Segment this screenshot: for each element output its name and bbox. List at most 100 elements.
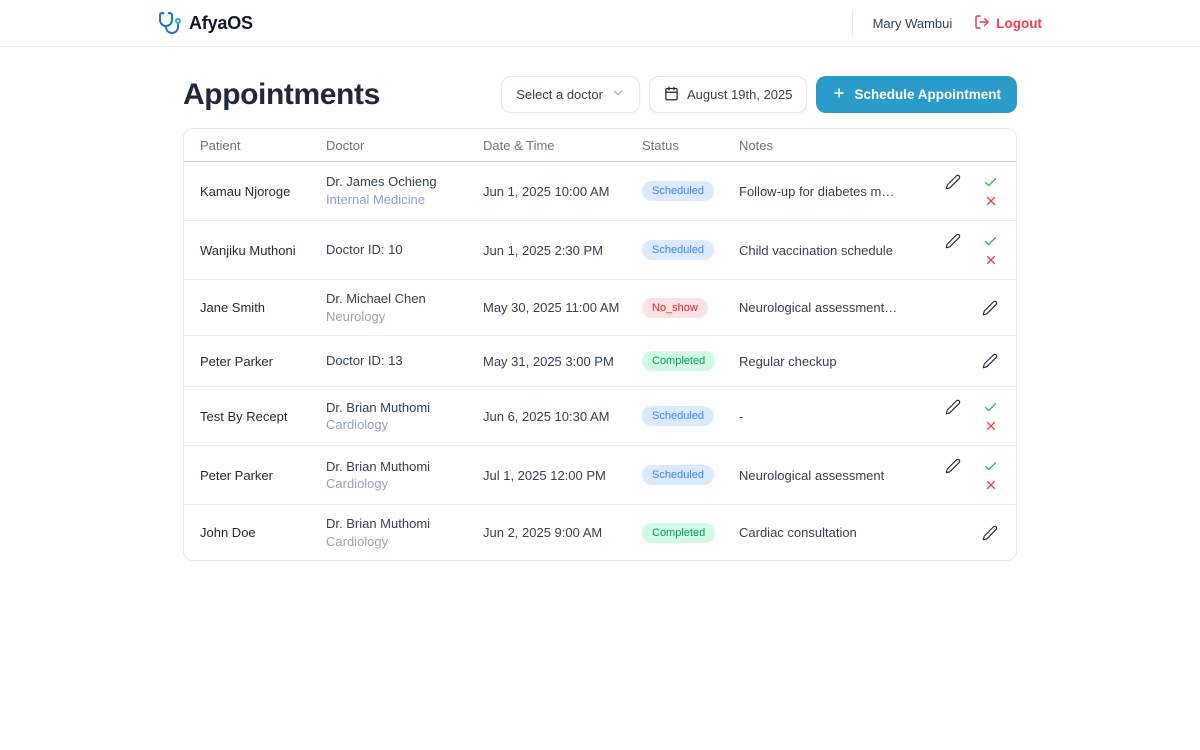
status-badge: Completed	[642, 351, 716, 372]
app-title: AfyaOS	[189, 12, 253, 33]
doctor-specialty: Cardiology	[326, 476, 389, 492]
table-header-row: Patient Doctor Date & Time Status Notes	[184, 129, 1016, 162]
edit-button[interactable]	[943, 456, 963, 476]
table-row: Peter Parker Doctor ID: 13 May 31, 2025 …	[184, 335, 1016, 388]
x-icon	[984, 255, 998, 270]
appointment-datetime: Jun 1, 2025 2:30 PM	[475, 220, 634, 280]
patient-name: Jane Smith	[184, 279, 318, 337]
appointment-notes: Neurological assessment	[731, 445, 908, 506]
appointment-datetime: Jul 1, 2025 12:00 PM	[475, 445, 634, 506]
logout-label: Logout	[996, 15, 1042, 31]
appointment-datetime: Jun 1, 2025 10:00 AM	[475, 161, 634, 221]
user-name: Mary Wambui	[872, 15, 953, 31]
calendar-icon	[664, 86, 679, 104]
patient-name: Peter Parker	[184, 335, 318, 388]
patient-name: Peter Parker	[184, 445, 318, 506]
check-icon	[983, 236, 998, 252]
check-icon	[983, 461, 998, 477]
cancel-button[interactable]	[982, 192, 1000, 210]
brand: AfyaOS	[158, 11, 253, 35]
column-header-status: Status	[634, 129, 731, 162]
appointment-notes: Neurological assessment - Pat...	[731, 279, 908, 337]
doctor-name: Dr. Michael Chen	[326, 291, 426, 306]
patient-name: Wanjiku Muthoni	[184, 220, 318, 280]
table-row: John Doe Dr. Brian Muthomi Cardiology Ju…	[184, 505, 1016, 561]
status-badge: Scheduled	[642, 465, 714, 486]
doctor-name: Dr. James Ochieng	[326, 174, 437, 190]
stethoscope-icon	[158, 11, 182, 35]
column-header-notes: Notes	[731, 129, 908, 162]
x-icon	[984, 421, 998, 436]
appointments-table-card: Patient Doctor Date & Time Status Notes …	[183, 128, 1017, 562]
status-badge: Scheduled	[642, 406, 714, 427]
schedule-appointment-button[interactable]: Schedule Appointment	[816, 76, 1017, 113]
main-content: Appointments Select a doctor August 19th…	[183, 47, 1017, 562]
x-icon	[984, 480, 998, 495]
plus-icon	[832, 86, 846, 103]
pencil-icon	[945, 174, 961, 193]
header-divider	[851, 11, 853, 35]
date-picker[interactable]: August 19th, 2025	[648, 76, 808, 113]
edit-button[interactable]	[943, 397, 963, 417]
cancel-button[interactable]	[982, 417, 1000, 435]
doctor-specialty: Neurology	[326, 308, 386, 324]
confirm-button[interactable]	[981, 173, 1000, 192]
doctor-select[interactable]: Select a doctor	[501, 76, 640, 113]
patient-name: John Doe	[200, 525, 256, 541]
x-icon	[984, 196, 998, 211]
doctor-name: Doctor ID: 13	[326, 353, 403, 369]
logout-button[interactable]: Logout	[974, 14, 1042, 33]
status-badge: Scheduled	[642, 181, 714, 201]
doctor-name: Dr. Brian Muthomi	[326, 516, 431, 532]
doctor-specialty: Cardiology	[326, 417, 389, 433]
patient-name: Kamau Njoroge	[184, 161, 318, 221]
doctor-name: Dr. Brian Muthomi	[326, 399, 431, 415]
appointment-datetime: Jun 6, 2025 10:30 AM	[475, 386, 634, 447]
appointment-notes: Follow-up for diabetes manag...	[731, 161, 908, 221]
check-icon	[983, 177, 998, 193]
confirm-button[interactable]	[981, 398, 1000, 417]
column-header-patient: Patient	[184, 129, 318, 162]
doctor-specialty: Cardiology	[326, 533, 389, 549]
pencil-icon	[982, 300, 998, 319]
column-header-doctor: Doctor	[318, 129, 475, 162]
check-icon	[983, 402, 998, 418]
cancel-button[interactable]	[982, 476, 1000, 494]
table-row: Test By Recept Dr. Brian Muthomi Cardiol…	[184, 386, 1016, 447]
edit-button[interactable]	[980, 523, 1000, 543]
appointments-table: Patient Doctor Date & Time Status Notes …	[184, 129, 1016, 561]
confirm-button[interactable]	[981, 232, 1000, 251]
patient-name: Test By Recept	[184, 386, 318, 447]
edit-button[interactable]	[980, 351, 1000, 371]
edit-button[interactable]	[943, 231, 963, 251]
appointment-datetime: May 30, 2025 11:00 AM	[475, 279, 634, 337]
confirm-button[interactable]	[981, 457, 1000, 476]
pencil-icon	[945, 233, 961, 252]
appointment-datetime: May 31, 2025 3:00 PM	[475, 335, 634, 388]
page-title: Appointments	[183, 77, 380, 111]
status-badge: No_show	[642, 297, 708, 318]
table-row: Peter Parker Dr. Brian Muthomi Cardiolog…	[184, 445, 1016, 506]
appointment-datetime: Jun 2, 2025 9:00 AM	[483, 525, 603, 541]
schedule-appointment-label: Schedule Appointment	[854, 87, 1001, 102]
table-row: Jane Smith Dr. Michael Chen Neurology Ma…	[184, 279, 1016, 337]
doctor-name: Dr. Brian Muthomi	[326, 458, 431, 474]
status-badge: Completed	[642, 522, 716, 543]
status-badge: Scheduled	[642, 240, 714, 260]
appointment-notes: -	[731, 386, 908, 447]
top-bar: AfyaOS Mary Wambui Logout	[0, 0, 1200, 47]
pencil-icon	[945, 458, 961, 477]
appointment-notes: Child vaccination schedule	[731, 220, 908, 280]
doctor-select-value: Select a doctor	[516, 87, 603, 102]
log-out-icon	[974, 14, 990, 33]
cancel-button[interactable]	[982, 251, 1000, 269]
edit-button[interactable]	[980, 298, 1000, 318]
pencil-icon	[982, 525, 998, 544]
column-header-datetime: Date & Time	[475, 129, 634, 162]
pencil-icon	[982, 353, 998, 372]
table-row: Wanjiku Muthoni Doctor ID: 10 Jun 1, 202…	[184, 220, 1016, 280]
table-row: Kamau Njoroge Dr. James Ochieng Internal…	[184, 161, 1016, 221]
appointment-notes: Cardiac consultation	[739, 525, 857, 541]
chevron-down-icon	[611, 86, 625, 103]
edit-button[interactable]	[943, 172, 963, 192]
